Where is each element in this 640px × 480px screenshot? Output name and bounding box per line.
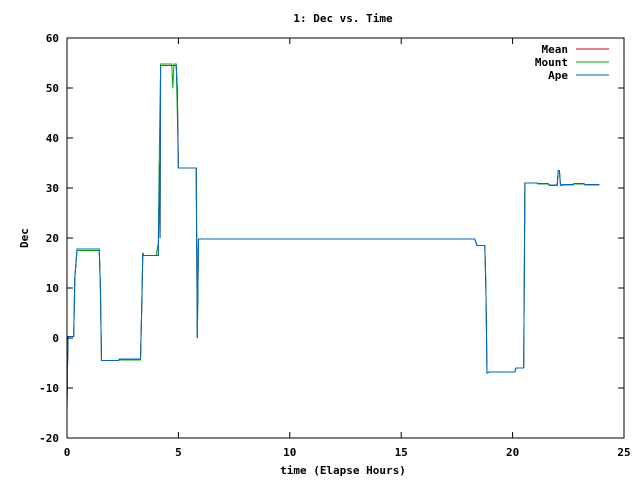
y-tick-label: 50 — [46, 82, 59, 95]
legend-label-mean: Mean — [542, 43, 569, 56]
x-tick-label: 15 — [395, 446, 408, 459]
y-tick-label: -20 — [39, 432, 59, 445]
x-tick-label: 10 — [283, 446, 296, 459]
y-axis-title: Dec — [18, 228, 31, 248]
axes-layer: 0 5 10 15 20 25 -20 -10 0 10 20 30 40 50 60 — [39, 32, 631, 459]
x-tick-label: 25 — [617, 446, 630, 459]
y-tick-label: 30 — [46, 182, 59, 195]
legend-label-ape: Ape — [548, 69, 568, 82]
chart-title: 1: Dec vs. Time — [293, 12, 393, 25]
x-axis-title: time (Elapse Hours) — [280, 464, 406, 477]
y-tick-label: 60 — [46, 32, 59, 45]
y-tick-label: 40 — [46, 132, 59, 145]
series-line-ape — [66, 65, 600, 409]
x-tick-label: 5 — [175, 446, 182, 459]
x-tick-label: 20 — [506, 446, 519, 459]
legend-label-mount: Mount — [535, 56, 568, 69]
y-tick-label: 20 — [46, 232, 59, 245]
x-tick-label: 0 — [64, 446, 71, 459]
y-tick-label: 0 — [52, 332, 59, 345]
series-layer — [66, 63, 600, 409]
y-tick-label: 10 — [46, 282, 59, 295]
y-tick-label: -10 — [39, 382, 59, 395]
